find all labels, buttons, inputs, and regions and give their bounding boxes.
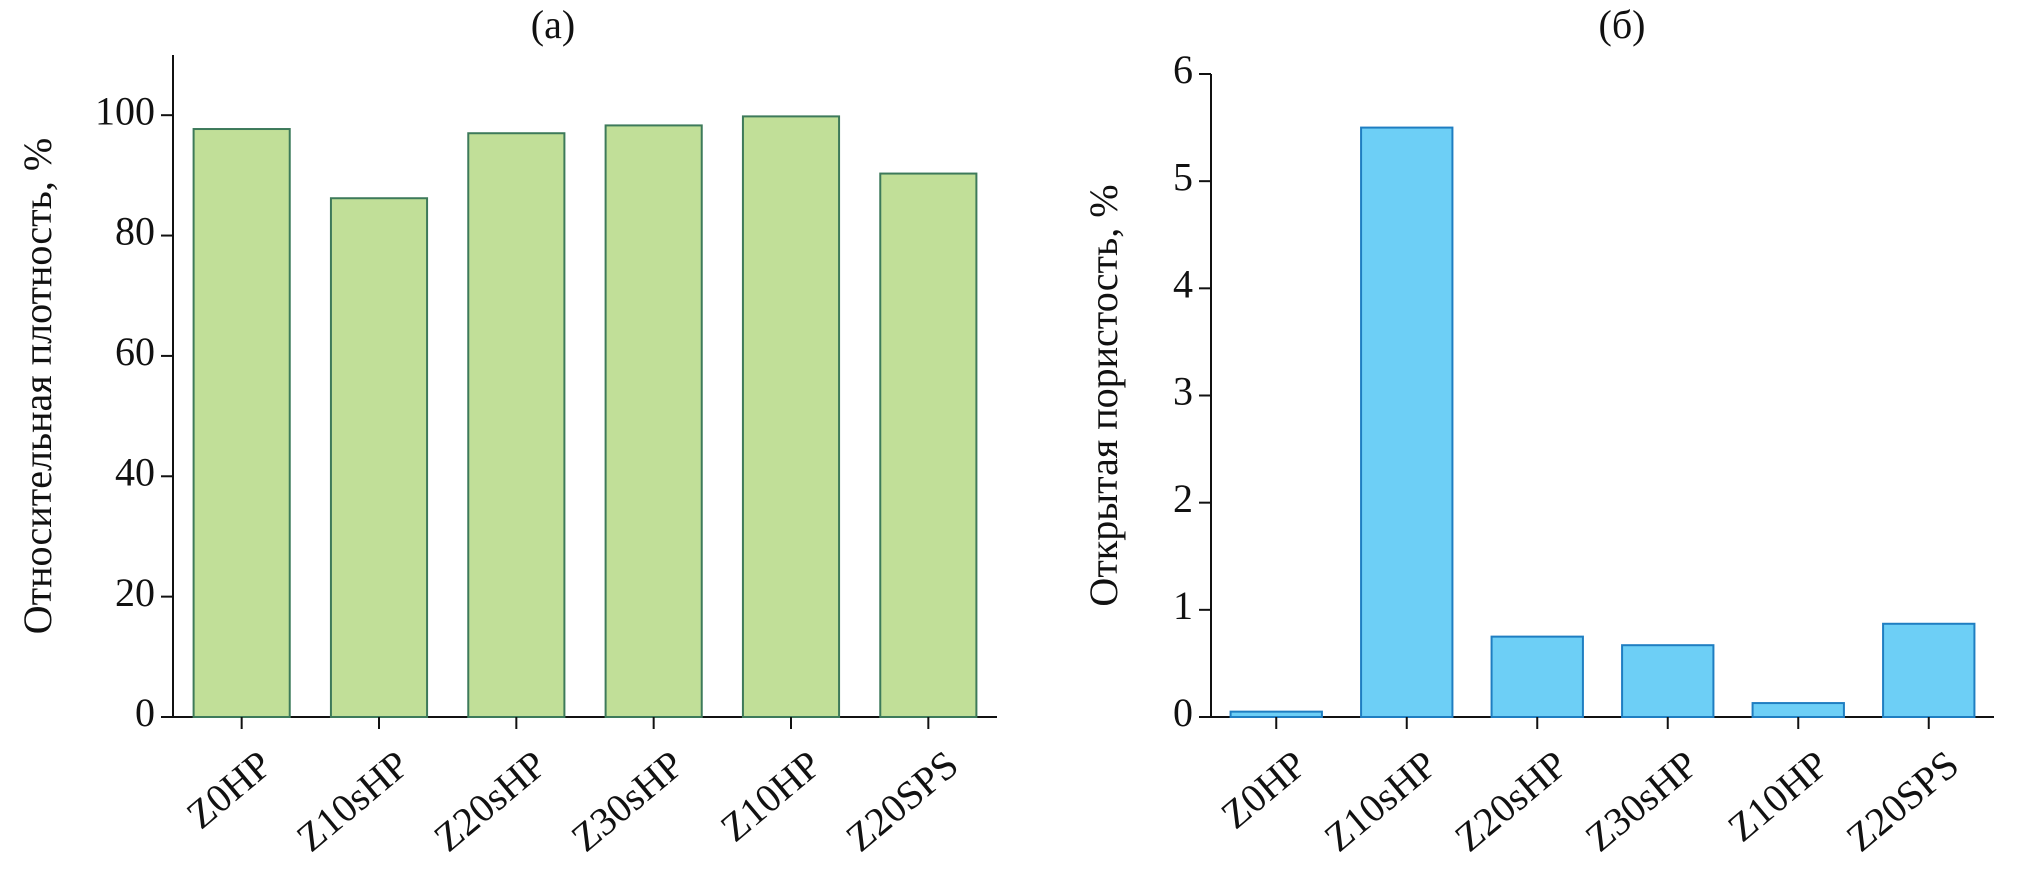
y-tick-label: 40 [115, 449, 155, 494]
bar [1360, 126, 1454, 719]
chart-title: (a) [531, 2, 575, 47]
y-tick-label: 6 [1173, 47, 1193, 92]
chart-title: (б) [1599, 2, 1646, 47]
bar [329, 197, 429, 718]
x-tick-label: Z20sHP [1446, 741, 1575, 860]
bar [467, 132, 566, 718]
x-tick-label: Z10sHP [288, 741, 417, 860]
x-tick-label: Z30sHP [563, 741, 692, 860]
chart-panel: (a) Относительная плотность, % 0 20 40 60 80 10… [15, 2, 997, 860]
bar [879, 172, 978, 719]
x-tick-label: Z10HP [712, 741, 829, 850]
bar [1490, 635, 1584, 718]
x-tick-label: Z10HP [1719, 741, 1836, 850]
x-tick-label: Z20sHP [425, 741, 554, 860]
x-tick-label: Z20SPS [837, 741, 966, 860]
y-tick-label: 0 [1173, 690, 1193, 735]
bar [192, 128, 291, 719]
y-tick-label: 100 [95, 88, 155, 133]
y-tick-label: 20 [115, 570, 155, 615]
x-tick-label: Z10sHP [1316, 741, 1445, 860]
bar [1882, 622, 1976, 719]
x-tick-label: Z0HP [178, 741, 280, 837]
y-tick-label: 0 [135, 690, 155, 735]
y-tick-label: 4 [1173, 262, 1193, 307]
x-tick-label: Z20SPS [1838, 741, 1967, 860]
y-tick-label: 2 [1173, 476, 1193, 521]
bar [1229, 710, 1323, 718]
chart-panel: (б) Открытая пористость, % 0 1 2 3 4 5 6 Z0HP Z10s… [1081, 2, 1994, 860]
y-tick-label: 3 [1173, 369, 1193, 414]
y-axis-label: Открытая пористость, % [1081, 184, 1126, 606]
y-tick-label: 1 [1173, 583, 1193, 628]
bar [741, 115, 841, 719]
x-tick-label: Z30sHP [1577, 741, 1706, 860]
bar [604, 124, 703, 719]
y-tick-label: 5 [1173, 154, 1193, 199]
y-tick-label: 60 [115, 329, 155, 374]
x-tick-label: Z0HP [1212, 741, 1314, 837]
y-tick-label: 80 [115, 209, 155, 254]
y-axis-label: Относительная плотность, % [15, 138, 60, 634]
bar [1751, 702, 1845, 719]
bar [1621, 644, 1715, 718]
